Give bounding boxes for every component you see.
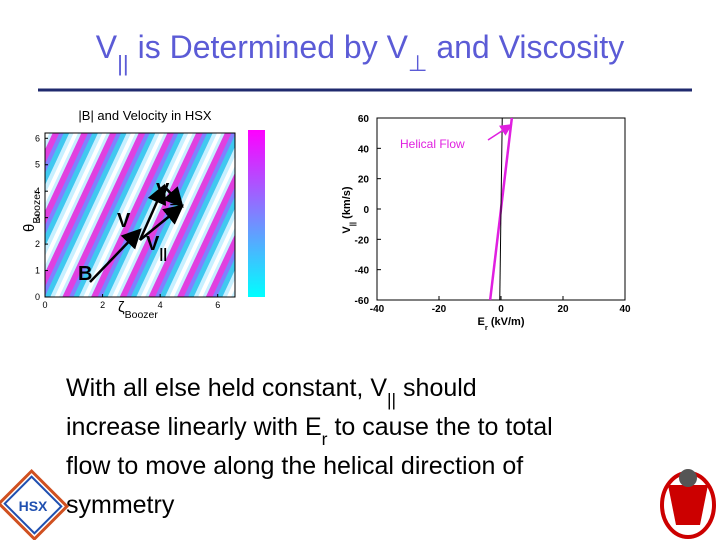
y-axis-label-part: Boozer	[31, 190, 43, 224]
body-line-part: increase linearly with E	[66, 413, 322, 441]
y-tick-label: -60	[355, 296, 370, 307]
colorbar	[248, 130, 265, 297]
x-tick-label: -40	[370, 304, 385, 315]
slide-title-part: V	[387, 29, 409, 65]
y-axis-label-part: ||	[348, 222, 357, 226]
vector-label: V⊥	[156, 180, 182, 208]
x-axis-label-part: E	[477, 316, 484, 328]
field-map	[44, 132, 236, 298]
vector-label-part: B	[78, 263, 92, 285]
x-axis-label-part: Boozer	[125, 309, 159, 321]
vector-label-part: V	[146, 233, 160, 255]
body-line: With all else held constant, V|| should	[66, 374, 477, 410]
vector-label-part: V	[156, 180, 170, 202]
y-tick-label: 0	[363, 205, 369, 216]
x-tick-label: -20	[432, 304, 447, 315]
x-tick-label: 0	[42, 300, 47, 310]
vectors	[89, 183, 184, 283]
body-line: flow to move along the helical direction…	[66, 452, 523, 480]
x-tick-label: 2	[100, 300, 105, 310]
y-tick-label: 6	[35, 133, 40, 143]
y-tick-label: 0	[35, 292, 40, 302]
y-axis-label-part: θ	[21, 224, 38, 232]
body-line-part: to cause the to total	[328, 413, 553, 441]
y-axis-label-part: V	[341, 226, 353, 234]
body-line-part: flow to move along the helical direction…	[66, 452, 523, 480]
badger-logo	[660, 469, 716, 539]
body-line-part: should	[396, 374, 477, 402]
x-tick-label: 40	[619, 304, 631, 315]
body-line-part: symmetry	[66, 491, 175, 519]
annotation-arrow	[487, 124, 513, 141]
slide-title-part: V	[96, 29, 118, 65]
y-tick-label: -20	[355, 235, 370, 246]
y-axis-label: V|| (km/s)	[341, 186, 357, 233]
y-axis-label: θBoozer	[21, 190, 43, 232]
x-axis-label: Er (kV/m)	[477, 316, 524, 332]
y-axis-label-part: (km/s)	[341, 186, 353, 222]
y-tick-label: 4	[35, 186, 40, 196]
x-tick-label: 6	[215, 300, 220, 310]
vector-label: V	[117, 210, 131, 232]
vector-label-part: V	[117, 210, 131, 232]
slide-title-part: is Determined by	[129, 29, 387, 65]
body-line-part: r	[322, 429, 328, 449]
y-tick-label: 1	[35, 266, 40, 276]
logo-text: HSX	[19, 498, 48, 514]
slide-title: V|| is Determined by V⊥ and Viscosity	[96, 29, 625, 76]
vpar-arrow	[139, 204, 184, 241]
y-tick-label: 2	[35, 239, 40, 249]
data-line	[499, 117, 503, 301]
vector-label-part: ||	[159, 245, 167, 261]
body-line-part: With all else held constant, V	[66, 374, 387, 402]
body-line: symmetry	[66, 491, 175, 519]
x-axis-label-part: (kV/m)	[488, 316, 525, 328]
y-tick-label: 40	[358, 144, 370, 155]
y-tick-label: 60	[358, 114, 370, 125]
x-tick-label: 4	[158, 300, 163, 310]
x-axis-label-part: r	[485, 323, 488, 332]
y-tick-label: 3	[35, 213, 40, 223]
slide-title-part: and Viscosity	[427, 29, 624, 65]
body-line: increase linearly with Er to cause the t…	[66, 413, 553, 449]
b-arrow	[89, 228, 142, 283]
vector-label: B	[78, 263, 92, 285]
slide-title-part: ||	[117, 51, 129, 76]
v-arrow	[138, 183, 167, 241]
y-tick-label: 5	[35, 160, 40, 170]
y-tick-label: -40	[355, 266, 370, 277]
x-tick-label: 0	[498, 304, 504, 315]
x-axis-label-part: ζ	[118, 299, 125, 316]
body-line-part: ||	[387, 390, 396, 410]
left-plot-title: |B| and Velocity in HSX	[78, 108, 212, 123]
vperp-arrow	[162, 185, 184, 208]
vector-label: V||	[146, 233, 167, 261]
hsx-logo	[0, 468, 70, 540]
y-tick-label: 20	[358, 175, 370, 186]
x-tick-label: 20	[557, 304, 569, 315]
annotation: Helical Flow	[400, 137, 465, 151]
x-axis-label: ζBoozer	[118, 299, 158, 321]
vector-label-part: ⊥	[169, 192, 181, 208]
slide-title-part: ⊥	[408, 51, 428, 76]
